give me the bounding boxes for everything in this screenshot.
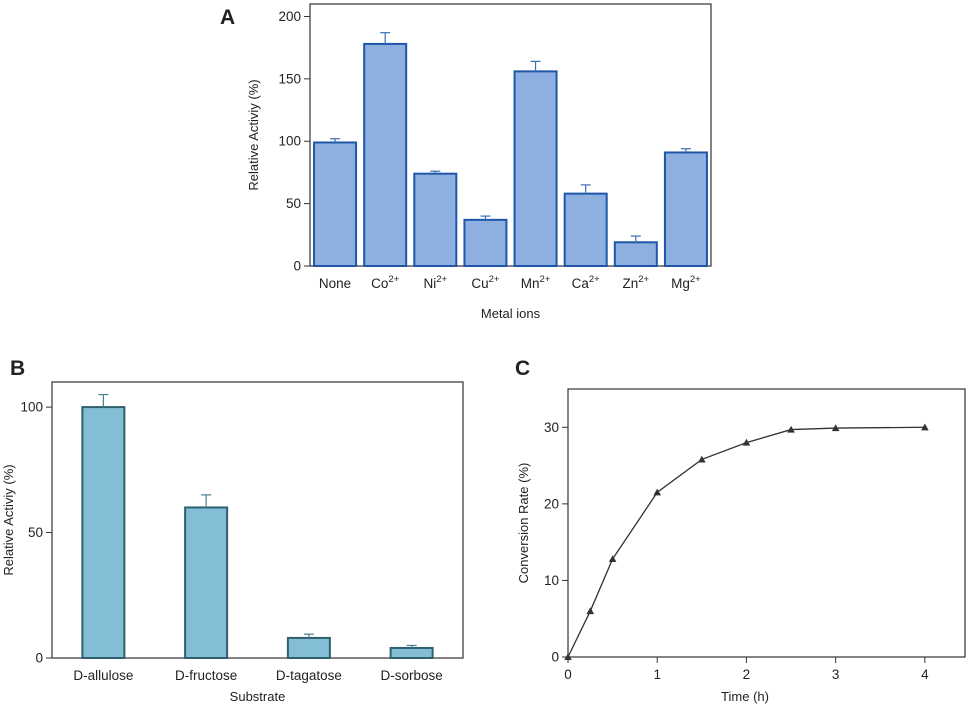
panel-a-bar — [313, 141, 358, 267]
panel-b-x-axis-label: Substrate — [230, 689, 286, 704]
panel-a-y-axis-label: Relative Activiy (%) — [246, 79, 261, 190]
panel-a-bar — [413, 172, 458, 267]
panel-c-point — [831, 424, 840, 432]
panel-a-bar — [513, 70, 558, 267]
panel-c-point — [653, 488, 662, 496]
panel-b-error-bars — [98, 393, 417, 648]
panel-c-plot-frame — [567, 388, 966, 658]
panel-a-bar — [613, 241, 658, 268]
panel-c-point — [742, 438, 751, 446]
panel-a-x-tick-label: Ni2+ — [424, 274, 448, 291]
panel-b-bar — [184, 506, 229, 660]
panel-b-bars — [81, 406, 434, 660]
panel-b-y-tick-label: 100 — [20, 400, 43, 415]
panel-b-x-tick-label: D-fructose — [175, 668, 237, 683]
panel-a-x-axis-label: Metal ions — [481, 306, 541, 321]
panel-b-plot-frame — [51, 381, 464, 659]
panel-b-bar — [81, 406, 126, 659]
panel-b-x-tick-labels: D-allulose D-fructose D-tagatose D-sorbose — [73, 668, 442, 683]
panel-c-y-axis: 0 10 20 30 — [544, 420, 568, 665]
panel-a-y-tick-label: 50 — [286, 196, 301, 211]
panel-b-x-tick-label: D-tagatose — [276, 668, 342, 683]
panel-c-chart: C 0 10 20 30 0 1 2 3 4 Time (h) Conversion Rate… — [515, 357, 966, 704]
panel-a-plot-frame — [309, 3, 712, 267]
panel-a-chart: A 0 50 100 150 200 None Co2+ Ni2+ Cu2+ Mn2+ Ca2+ Z… — [220, 3, 712, 321]
panel-c-x-axis-label: Time (h) — [721, 689, 769, 704]
panel-c-series-line — [567, 426, 925, 658]
panel-a-x-tick-label: Mn2+ — [521, 274, 551, 291]
panel-c-y-tick-label: 20 — [544, 496, 559, 511]
panel-c-points — [564, 423, 929, 661]
panel-a-bar — [363, 42, 408, 267]
panel-c-y-tick-label: 30 — [544, 420, 559, 435]
panel-b-y-tick-label: 0 — [35, 651, 43, 666]
panel-a-y-axis: 0 50 100 150 200 — [278, 9, 310, 274]
panel-c-point — [608, 555, 617, 563]
panel-c-x-tick-label: 1 — [653, 667, 661, 682]
panel-b-bar — [286, 636, 331, 659]
panel-c-y-axis-label: Conversion Rate (%) — [516, 463, 531, 584]
panel-c-point — [787, 425, 795, 433]
panel-a-error-bars — [330, 32, 691, 243]
panel-a-bar — [663, 151, 708, 267]
panel-a-bars — [313, 42, 708, 268]
panel-c-x-tick-label: 4 — [921, 667, 929, 682]
panel-c-x-tick-label: 2 — [743, 667, 751, 682]
panel-a-bar — [563, 192, 608, 267]
panel-c-x-tick-label: 3 — [832, 667, 840, 682]
panel-c-letter: C — [515, 357, 530, 380]
panel-c-y-tick-label: 10 — [544, 573, 559, 588]
panel-a-x-tick-labels: None Co2+ Ni2+ Cu2+ Mn2+ Ca2+ Zn2+ Mg2+ — [319, 274, 701, 291]
panel-b-y-tick-label: 50 — [28, 525, 43, 540]
panel-a-x-tick-label: Zn2+ — [623, 274, 650, 291]
panel-a-y-tick-label: 150 — [278, 71, 301, 86]
panel-b-y-axis: 0 50 100 — [20, 400, 52, 666]
panel-b-x-tick-label: D-allulose — [73, 668, 133, 683]
panel-c-point — [564, 653, 572, 661]
panel-a-y-tick-label: 100 — [278, 134, 301, 149]
panel-c-x-tick-label: 0 — [564, 667, 572, 682]
panel-b-bar — [389, 646, 434, 659]
panel-a-x-tick-label: Cu2+ — [471, 274, 500, 291]
panel-b-y-axis-label: Relative Activiy (%) — [1, 464, 16, 575]
panel-c-x-axis: 0 1 2 3 4 — [564, 657, 929, 682]
panel-a-x-tick-label: Mg2+ — [671, 274, 701, 291]
panel-b-x-tick-label: D-sorbose — [380, 668, 442, 683]
panel-c-point — [698, 455, 706, 463]
panel-c-point — [921, 423, 929, 431]
panel-a-x-tick-label: Ca2+ — [572, 274, 601, 291]
panel-a-x-tick-label: None — [319, 276, 351, 291]
panel-c-y-tick-label: 0 — [551, 650, 559, 665]
panel-a-y-tick-label: 0 — [293, 259, 301, 274]
panel-a-y-tick-label: 200 — [278, 9, 301, 24]
panel-a-letter: A — [220, 6, 235, 29]
panel-a-x-tick-label: Co2+ — [371, 274, 400, 291]
panel-b-letter: B — [10, 357, 25, 380]
panel-c-point — [586, 607, 595, 615]
panel-a-bar — [463, 218, 508, 267]
